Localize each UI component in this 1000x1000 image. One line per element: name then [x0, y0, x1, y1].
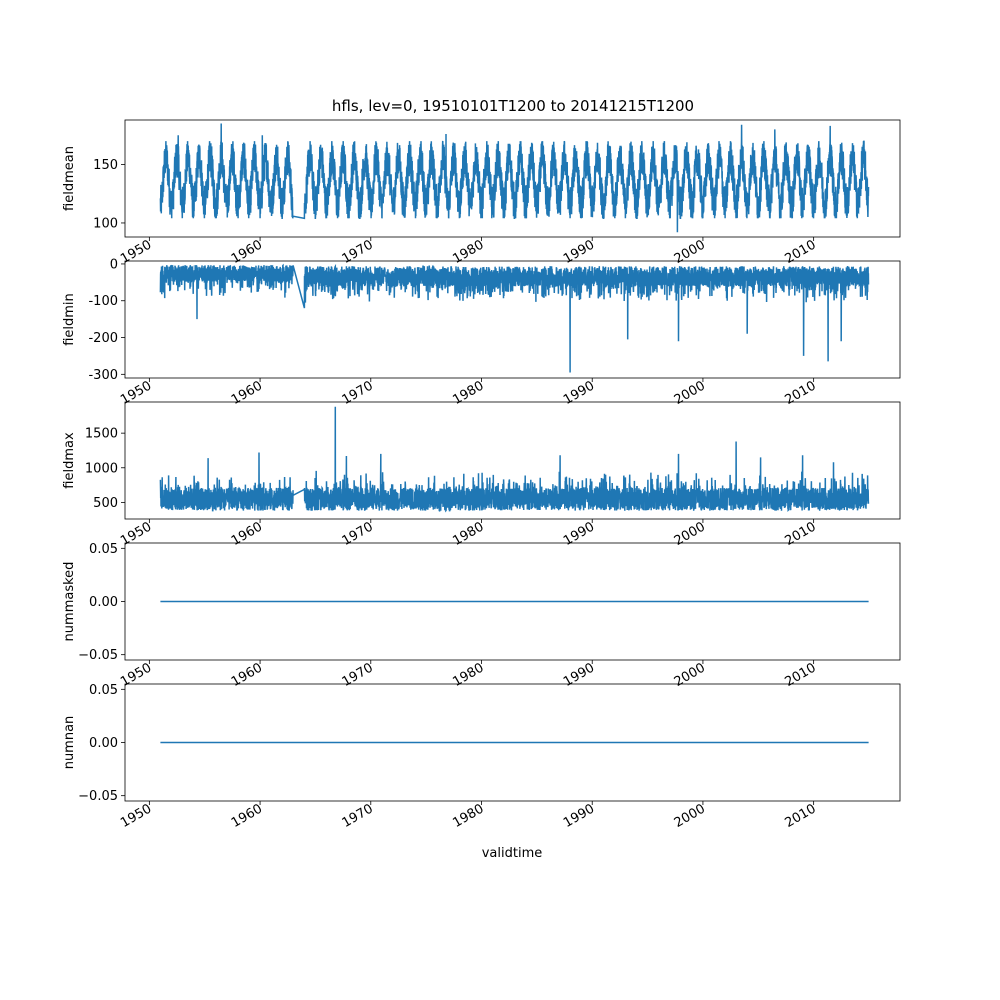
x-tick-label: 2000	[672, 378, 708, 408]
series-line-fieldmin	[159, 263, 870, 373]
x-tick-label: 1960	[229, 801, 265, 831]
y-tick-label: 0.00	[89, 736, 118, 751]
x-tick-label: 1980	[450, 237, 486, 267]
x-tick-label: 1990	[561, 519, 597, 549]
x-tick-label: 2010	[782, 801, 818, 831]
panel-fieldmean: 100 150 1950 1960 1970 1980 1990 2000 2010 fieldm…	[62, 119, 901, 267]
x-tick-label: 1970	[340, 801, 376, 831]
x-tick-label: 1970	[340, 237, 376, 267]
chart-title: hfls, lev=0, 19510101T1200 to 20141215T1…	[332, 97, 694, 115]
x-tick-label: 1970	[340, 660, 376, 690]
x-tick-label: 2010	[782, 519, 818, 549]
x-tick-label: 1970	[340, 519, 376, 549]
x-tick-label: 1960	[229, 660, 265, 690]
x-tick-label: 1960	[229, 519, 265, 549]
axes-frame	[124, 260, 901, 379]
y-axis-label: fieldmean	[62, 146, 77, 211]
x-tick-label: 1950	[118, 378, 154, 408]
y-tick-label: 0.05	[89, 542, 118, 557]
y-tick-label: 0	[110, 257, 118, 272]
x-tick-label: 1990	[561, 660, 597, 690]
x-tick-label: 2010	[782, 237, 818, 267]
y-axis-label: numnan	[62, 716, 77, 770]
y-tick-label: 0.00	[89, 595, 118, 610]
panel-fieldmax: 500 1000 1500 1950 1960 1970 1980 1990 2000 2010 f…	[62, 401, 901, 549]
x-tick-label: 1980	[450, 378, 486, 408]
x-tick-label: 2000	[672, 801, 708, 831]
x-tick-label: 2010	[782, 660, 818, 690]
x-tick-label: 1950	[118, 519, 154, 549]
y-tick-label: -200	[88, 331, 118, 346]
y-tick-label: 0.05	[89, 683, 118, 698]
axes-frame	[124, 401, 901, 520]
y-tick-label: -100	[88, 294, 118, 309]
series-line-fieldmax	[159, 406, 870, 513]
y-tick-label: 150	[93, 158, 118, 173]
y-tick-label: 1000	[85, 461, 118, 476]
x-tick-label: 1990	[561, 801, 597, 831]
x-tick-label: 1950	[118, 660, 154, 690]
x-tick-label: 1960	[229, 378, 265, 408]
y-axis-label: fieldmax	[62, 432, 77, 489]
x-tick-label: 1990	[561, 378, 597, 408]
x-tick-label: 2000	[672, 660, 708, 690]
x-tick-label: 1990	[561, 237, 597, 267]
x-tick-label: 1950	[118, 237, 154, 267]
y-axis-label: nummasked	[62, 562, 77, 642]
y-tick-label: 500	[93, 496, 118, 511]
x-tick-label: 2010	[782, 378, 818, 408]
x-tick-label: 1980	[450, 519, 486, 549]
x-tick-label: 2000	[672, 237, 708, 267]
y-tick-label: 1500	[85, 427, 118, 442]
x-tick-label: 1980	[450, 801, 486, 831]
y-tick-label: -300	[88, 368, 118, 383]
y-tick-label: 100	[93, 216, 118, 231]
series-line-fieldmean	[159, 123, 870, 233]
x-axis-label: validtime	[482, 846, 543, 861]
x-tick-label: 1980	[450, 660, 486, 690]
y-tick-label: −0.05	[78, 648, 118, 663]
x-tick-label: 1970	[340, 378, 376, 408]
panel-nummasked: −0.05 0.00 0.05 1950 1960 1970 1980 1990 2000 201…	[62, 542, 901, 690]
axes-frame	[124, 119, 901, 238]
panels: 100 150 1950 1960 1970 1980 1990 2000 2010 fieldm…	[62, 119, 901, 831]
panel-numnan: −0.05 0.00 0.05 1950 1960 1970 1980 1990 2000 201…	[62, 683, 901, 831]
x-tick-label: 1960	[229, 237, 265, 267]
panel-fieldmin: -300 -200 -100 0 1950 1960 1970 1980 1990 2000 201…	[62, 257, 901, 408]
y-tick-label: −0.05	[78, 789, 118, 804]
x-tick-label: 2000	[672, 519, 708, 549]
y-axis-label: fieldmin	[62, 293, 77, 346]
x-tick-label: 1950	[118, 801, 154, 831]
